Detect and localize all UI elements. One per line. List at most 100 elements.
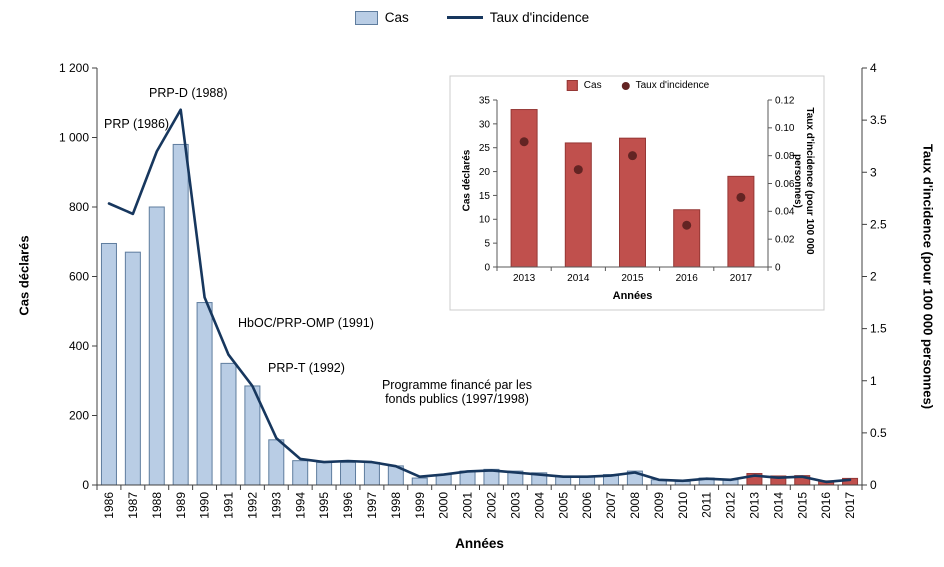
inset-right-axis-title: Taux d'incidence (pour 100 000 personnes… bbox=[792, 107, 815, 255]
inset-left-axis-title: Cas déclarés bbox=[461, 149, 473, 212]
svg-text:0: 0 bbox=[82, 478, 89, 492]
svg-text:1990: 1990 bbox=[198, 492, 212, 519]
inset-cas-legend-label: Cas bbox=[583, 80, 602, 91]
annotation-prp-d-1988: PRP-D (1988) bbox=[149, 86, 228, 100]
svg-text:1994: 1994 bbox=[293, 492, 307, 519]
svg-text:0: 0 bbox=[775, 262, 781, 273]
svg-text:5: 5 bbox=[484, 239, 490, 250]
inset-chart-bars-series bbox=[510, 109, 755, 268]
svg-text:2004: 2004 bbox=[532, 492, 546, 519]
cas-legend-swatch-icon bbox=[354, 10, 378, 25]
svg-text:0.02: 0.02 bbox=[775, 235, 795, 246]
svg-text:1997: 1997 bbox=[365, 492, 379, 519]
svg-text:0: 0 bbox=[484, 262, 490, 273]
svg-text:1996: 1996 bbox=[341, 492, 355, 519]
svg-text:2014: 2014 bbox=[771, 492, 785, 519]
annotation-prp-1986: PRP (1986) bbox=[104, 117, 170, 131]
svg-text:0.10: 0.10 bbox=[775, 123, 795, 134]
svg-text:35: 35 bbox=[479, 95, 491, 106]
svg-text:3: 3 bbox=[870, 165, 877, 179]
svg-text:2012: 2012 bbox=[724, 492, 738, 519]
svg-text:2: 2 bbox=[870, 270, 877, 284]
svg-text:2001: 2001 bbox=[461, 492, 475, 519]
cas-legend-label: Cas bbox=[384, 10, 409, 25]
svg-text:2009: 2009 bbox=[652, 492, 666, 519]
svg-text:0.5: 0.5 bbox=[870, 426, 887, 440]
svg-text:2002: 2002 bbox=[485, 492, 499, 519]
main-chart-x-tick-labels: 1986 1987 1988 1989 1990 1991 1992 1993 1994 1995… bbox=[102, 492, 857, 519]
svg-text:1: 1 bbox=[870, 374, 877, 388]
svg-text:2000: 2000 bbox=[437, 492, 451, 519]
svg-text:400: 400 bbox=[69, 339, 89, 353]
inset-legend: Cas Taux d'incidence bbox=[566, 80, 710, 91]
inset-chart-x-tick-labels: 2013 2014 2015 2016 2017 bbox=[513, 273, 752, 284]
left-axis-title: Cas déclarés bbox=[16, 235, 32, 316]
svg-text:1995: 1995 bbox=[317, 492, 331, 519]
svg-text:0.04: 0.04 bbox=[775, 207, 795, 218]
svg-text:1992: 1992 bbox=[245, 492, 259, 519]
incidence-legend-line-icon bbox=[446, 16, 483, 19]
svg-text:3.5: 3.5 bbox=[870, 113, 887, 127]
svg-text:1 200: 1 200 bbox=[59, 61, 89, 75]
svg-text:1999: 1999 bbox=[413, 492, 427, 519]
svg-text:2016: 2016 bbox=[819, 492, 833, 519]
svg-text:200: 200 bbox=[69, 409, 89, 423]
svg-text:2013: 2013 bbox=[748, 492, 762, 519]
svg-text:20: 20 bbox=[479, 167, 491, 178]
svg-text:2003: 2003 bbox=[508, 492, 522, 519]
svg-text:2010: 2010 bbox=[676, 492, 690, 519]
svg-text:2007: 2007 bbox=[604, 492, 618, 519]
svg-text:2005: 2005 bbox=[556, 492, 570, 519]
incidence-legend-label: Taux d'incidence bbox=[489, 10, 590, 25]
svg-text:2006: 2006 bbox=[580, 492, 594, 519]
inset-chart-incidence-points bbox=[519, 137, 746, 230]
svg-text:25: 25 bbox=[479, 143, 491, 154]
svg-text:2.5: 2.5 bbox=[870, 217, 887, 231]
svg-text:800: 800 bbox=[69, 200, 89, 214]
svg-text:1.5: 1.5 bbox=[870, 322, 887, 336]
annotation-programme-finance: Programme financé par les fonds publics … bbox=[381, 378, 533, 406]
inset-chart: 0 5 10 15 20 25 30 35 0 0.02 0.04 0.06 0.08 0.10 0.12 2… bbox=[449, 75, 825, 311]
svg-text:1993: 1993 bbox=[269, 492, 283, 519]
svg-text:2015: 2015 bbox=[795, 492, 809, 519]
svg-text:1988: 1988 bbox=[150, 492, 164, 519]
svg-text:1989: 1989 bbox=[174, 492, 188, 519]
x-axis-title: Années bbox=[455, 536, 504, 551]
svg-text:15: 15 bbox=[479, 191, 491, 202]
main-legend: Cas Taux d'incidence bbox=[0, 10, 944, 25]
svg-text:2011: 2011 bbox=[700, 492, 714, 518]
svg-text:0.08: 0.08 bbox=[775, 151, 795, 162]
svg-text:1998: 1998 bbox=[389, 492, 403, 519]
inset-x-axis-title: Années bbox=[612, 290, 653, 302]
svg-text:30: 30 bbox=[479, 119, 491, 130]
annotation-hboc-prp-omp-1991: HbOC/PRP-OMP (1991) bbox=[238, 316, 374, 330]
right-axis-title: Taux d'incidence (pour 100 000 personnes… bbox=[920, 143, 936, 410]
svg-text:2017: 2017 bbox=[730, 273, 753, 284]
svg-text:10: 10 bbox=[479, 215, 491, 226]
inset-incidence-legend-label: Taux d'incidence bbox=[635, 80, 710, 91]
svg-text:2014: 2014 bbox=[567, 273, 590, 284]
svg-text:0.12: 0.12 bbox=[775, 95, 795, 106]
svg-text:1 000: 1 000 bbox=[59, 131, 89, 145]
svg-text:1986: 1986 bbox=[102, 492, 116, 519]
svg-text:2017: 2017 bbox=[843, 492, 857, 519]
main-chart-incidence-line bbox=[107, 108, 852, 484]
svg-text:1987: 1987 bbox=[126, 492, 140, 519]
inset-incidence-legend-dot-icon bbox=[621, 81, 630, 90]
annotation-prp-t-1992: PRP-T (1992) bbox=[268, 361, 345, 375]
svg-text:2016: 2016 bbox=[676, 273, 699, 284]
svg-text:0.06: 0.06 bbox=[775, 179, 795, 190]
svg-text:4: 4 bbox=[870, 61, 877, 75]
inset-chart-axes: 0 5 10 15 20 25 30 35 0 0.02 0.04 0.06 0.08 0.10 0.12 bbox=[479, 95, 795, 273]
inset-cas-legend-swatch-icon bbox=[566, 80, 578, 91]
svg-text:600: 600 bbox=[69, 270, 89, 284]
svg-text:2008: 2008 bbox=[628, 492, 642, 519]
svg-text:0: 0 bbox=[870, 478, 877, 492]
svg-text:2013: 2013 bbox=[513, 273, 536, 284]
svg-text:2015: 2015 bbox=[621, 273, 644, 284]
svg-text:1991: 1991 bbox=[222, 492, 236, 519]
